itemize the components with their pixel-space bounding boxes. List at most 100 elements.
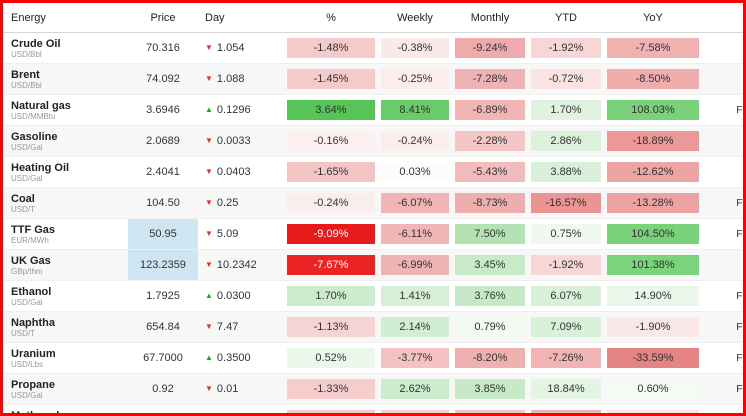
- commodity-cell[interactable]: Gasoline USD/Gal: [3, 125, 128, 157]
- commodity-unit: USD/T: [11, 328, 35, 338]
- table-row: Brent USD/Bbl 74.092 ▼ 1.088 -1.45% -0.25% -7.2…: [3, 63, 743, 95]
- commodity-cell[interactable]: Ethanol USD/Gal: [3, 280, 128, 312]
- pct-value-day-pct: -0.24%: [287, 193, 375, 213]
- commodity-unit: USD/Gal: [11, 173, 43, 183]
- pct-value-weekly: 0.03%: [381, 162, 449, 182]
- pct-value-day-pct: -7.67%: [287, 255, 375, 275]
- pct-cell-monthly: 0.79%: [452, 311, 528, 343]
- pct-cell-ytd: -6.79%: [528, 404, 604, 413]
- pct-cell-day-pct: -7.67%: [284, 249, 378, 281]
- day-change-value: 1.054: [216, 42, 245, 54]
- pct-value-monthly: 0.79%: [455, 317, 525, 337]
- commodity-cell[interactable]: MethanolCNY/T: [3, 404, 128, 416]
- commodity-cell[interactable]: Crude Oil USD/Bbl: [3, 32, 128, 64]
- pct-value-yoy: 104.50%: [607, 224, 699, 244]
- commodity-cell[interactable]: Naphtha USD/T: [3, 311, 128, 343]
- pct-value-monthly: -5.43%: [455, 162, 525, 182]
- commodity-name[interactable]: Brent: [11, 68, 40, 81]
- commodity-name[interactable]: TTF Gas: [11, 223, 56, 236]
- pct-value-monthly: -7.28%: [455, 69, 525, 89]
- date-cell: Feb/12: [702, 187, 743, 219]
- pct-value-ytd: 0.75%: [531, 224, 601, 244]
- pct-value-yoy: 0.60%: [607, 379, 699, 399]
- commodity-name[interactable]: Naphtha: [11, 316, 55, 329]
- commodity-cell[interactable]: Heating Oil USD/Gal: [3, 156, 128, 188]
- day-change-cell: ▼ 0.0033: [198, 125, 284, 157]
- column-header-ytd[interactable]: YTD: [528, 3, 604, 33]
- table-row: TTF Gas EUR/MWh 50.95 ▼ 5.09 -9.09% -6.11% 7.50…: [3, 218, 743, 250]
- pct-cell-ytd: 0.75%: [528, 218, 604, 250]
- pct-cell-ytd: 18.84%: [528, 373, 604, 405]
- column-header-energy[interactable]: Energy: [3, 3, 128, 33]
- day-change-value: 0.01: [216, 383, 239, 395]
- commodity-cell[interactable]: UK Gas GBp/thm: [3, 249, 128, 281]
- column-header-yoy[interactable]: YoY: [604, 3, 702, 33]
- commodity-name[interactable]: Coal: [11, 192, 35, 205]
- pct-cell-yoy: 0.60%: [604, 373, 702, 405]
- pct-cell-monthly: 3.85%: [452, 373, 528, 405]
- pct-cell-day-pct: -1.45%: [284, 63, 378, 95]
- commodity-cell[interactable]: Natural gas USD/MMBtu: [3, 94, 128, 126]
- commodity-unit: USD/MMBtu: [11, 111, 56, 121]
- commodity-name[interactable]: Natural gas: [11, 99, 71, 112]
- commodity-cell[interactable]: Propane USD/Gal: [3, 373, 128, 405]
- column-header-price[interactable]: Price: [128, 3, 198, 33]
- pct-value-monthly: -9.24%: [455, 38, 525, 58]
- column-header-monthly[interactable]: Monthly: [452, 3, 528, 33]
- commodity-name[interactable]: Crude Oil: [11, 37, 61, 50]
- pct-value-weekly: -6.99%: [381, 255, 449, 275]
- commodity-name[interactable]: UK Gas: [11, 254, 51, 267]
- day-change-value: 0.0403: [216, 166, 251, 178]
- column-header-weekly[interactable]: Weekly: [378, 3, 452, 33]
- date-cell: Feb/13: [702, 94, 743, 126]
- commodity-name[interactable]: Uranium: [11, 347, 56, 360]
- commodity-unit: USD/Gal: [11, 390, 43, 400]
- column-header-pct[interactable]: %: [284, 3, 378, 33]
- pct-cell-weekly: -0.38%: [378, 32, 452, 64]
- pct-value-weekly: -0.38%: [381, 38, 449, 58]
- pct-cell-weekly: 8.41%: [378, 94, 452, 126]
- day-change-cell: ▼ 7.47: [198, 311, 284, 343]
- pct-value-monthly: -8.20%: [455, 348, 525, 368]
- column-header-date[interactable]: Date: [702, 3, 743, 33]
- arrow-down-icon: ▼: [205, 229, 213, 238]
- commodity-cell[interactable]: Brent USD/Bbl: [3, 63, 128, 95]
- pct-value-yoy: 108.03%: [607, 100, 699, 120]
- commodity-unit: USD/Bbl: [11, 49, 42, 59]
- pct-cell-weekly: -6.07%: [378, 187, 452, 219]
- price-cell: 70.316: [128, 32, 198, 64]
- commodity-cell[interactable]: TTF Gas EUR/MWh: [3, 218, 128, 250]
- day-change-cell: ▼ 0.01: [198, 373, 284, 405]
- day-change-cell: ▲ 0.0300: [198, 280, 284, 312]
- pct-value-ytd: -1.92%: [531, 38, 601, 58]
- price-cell: 0.92: [128, 373, 198, 405]
- pct-cell-monthly: -6.89%: [452, 94, 528, 126]
- pct-cell-day-pct: -0.24%: [284, 187, 378, 219]
- pct-cell-yoy: 101.38%: [604, 249, 702, 281]
- day-change-value: 7.47: [216, 321, 239, 333]
- commodity-name[interactable]: Methanol: [11, 409, 60, 416]
- pct-value-monthly: 3.45%: [455, 255, 525, 275]
- commodity-cell[interactable]: Uranium USD/Lbs: [3, 342, 128, 374]
- pct-cell-yoy: 14.90%: [604, 280, 702, 312]
- date-cell: 08:12: [702, 63, 743, 95]
- pct-cell-day-pct: -0.16%: [284, 125, 378, 157]
- date-cell: Feb/12: [702, 373, 743, 405]
- commodity-name[interactable]: Gasoline: [11, 130, 58, 143]
- pct-value-yoy: -33.59%: [607, 348, 699, 368]
- day-change-value: 0.0300: [216, 290, 251, 302]
- commodity-cell[interactable]: Coal USD/T: [3, 187, 128, 219]
- commodity-name[interactable]: Ethanol: [11, 285, 52, 298]
- pct-cell-monthly: 3.76%: [452, 280, 528, 312]
- pct-cell-weekly: 0.03%: [378, 156, 452, 188]
- pct-value-weekly: 2.14%: [381, 317, 449, 337]
- pct-value-day-pct: -1.33%: [287, 379, 375, 399]
- commodity-name[interactable]: Heating Oil: [11, 161, 70, 174]
- pct-cell-ytd: 2.86%: [528, 125, 604, 157]
- column-header-day[interactable]: Day: [198, 3, 284, 33]
- pct-cell-monthly: -7.28%: [452, 63, 528, 95]
- commodity-name[interactable]: Propane: [11, 378, 56, 391]
- pct-cell-day-pct: -1.13%: [284, 311, 378, 343]
